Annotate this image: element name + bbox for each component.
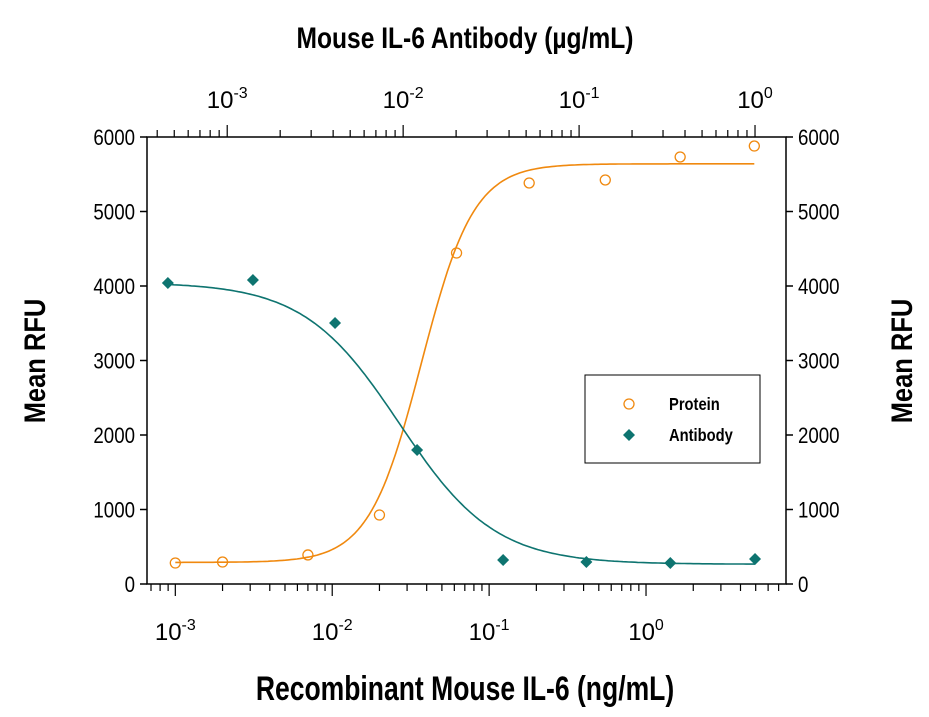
y-tick-label-right: 2000 bbox=[798, 425, 840, 449]
y-tick-label-left: 1000 bbox=[93, 499, 135, 523]
data-point-protein bbox=[599, 174, 611, 186]
y-tick-label-right: 1000 bbox=[798, 499, 840, 523]
fit-curve-antibody bbox=[167, 283, 755, 565]
legend-label-antibody: Antibody bbox=[669, 426, 734, 446]
data-point-antibody bbox=[161, 277, 174, 290]
plot-frame bbox=[146, 136, 787, 585]
x-top-tick-label: 100 bbox=[737, 85, 773, 114]
fit-curve-protein bbox=[175, 163, 755, 564]
y-tick-label-right: 3000 bbox=[798, 350, 840, 374]
y-tick-label-left: 2000 bbox=[93, 425, 135, 449]
y-tick-label-left: 3000 bbox=[93, 350, 135, 374]
data-point-antibody bbox=[411, 443, 424, 456]
x-bottom-tick-label: 10-2 bbox=[312, 617, 353, 646]
x-axis-title: Recombinant Mouse IL-6 (ng/mL) bbox=[256, 670, 674, 708]
y-tick-label-right: 5000 bbox=[798, 201, 840, 225]
y-axis-title-right: Mean RFU bbox=[885, 299, 918, 424]
legend-marker-antibody bbox=[623, 429, 635, 441]
y-tick-label-right: 4000 bbox=[798, 276, 840, 300]
y-tick-label-left: 4000 bbox=[93, 276, 135, 300]
data-point-protein bbox=[373, 509, 386, 521]
x-top-tick-label: 10-3 bbox=[207, 85, 248, 114]
data-point-protein bbox=[523, 177, 535, 189]
x-top-tick-label: 10-1 bbox=[559, 85, 600, 114]
data-point-antibody bbox=[497, 554, 510, 567]
data-point-protein bbox=[169, 557, 181, 569]
data-point-antibody bbox=[246, 274, 259, 287]
data-point-antibody bbox=[749, 552, 762, 565]
y-tick-label-right: 0 bbox=[798, 574, 808, 598]
y-tick-label-left: 0 bbox=[125, 574, 135, 598]
legend-label-protein: Protein bbox=[669, 395, 720, 415]
top-axis-title: Mouse IL-6 Antibody (µg/mL) bbox=[297, 21, 634, 55]
y-tick-label-left: 5000 bbox=[93, 201, 135, 225]
data-point-protein bbox=[748, 140, 760, 152]
data-point-antibody bbox=[664, 556, 677, 569]
y-tick-label-left: 6000 bbox=[93, 127, 135, 151]
legend-box bbox=[584, 374, 761, 464]
x-bottom-tick-label: 100 bbox=[628, 617, 664, 646]
x-top-tick-label: 10-2 bbox=[383, 85, 424, 114]
legend-marker-protein bbox=[623, 398, 635, 410]
data-point-antibody bbox=[580, 556, 593, 569]
x-bottom-tick-label: 10-1 bbox=[469, 617, 510, 646]
data-point-protein bbox=[216, 556, 229, 568]
data-point-protein bbox=[674, 151, 686, 163]
data-point-protein bbox=[302, 549, 314, 561]
data-point-protein bbox=[450, 247, 463, 259]
data-point-antibody bbox=[329, 317, 342, 330]
y-axis-title-left: Mean RFU bbox=[18, 299, 51, 424]
y-tick-label-right: 6000 bbox=[798, 127, 840, 151]
x-bottom-tick-label: 10-3 bbox=[155, 617, 196, 646]
legend: Protein Antibody bbox=[584, 374, 761, 464]
